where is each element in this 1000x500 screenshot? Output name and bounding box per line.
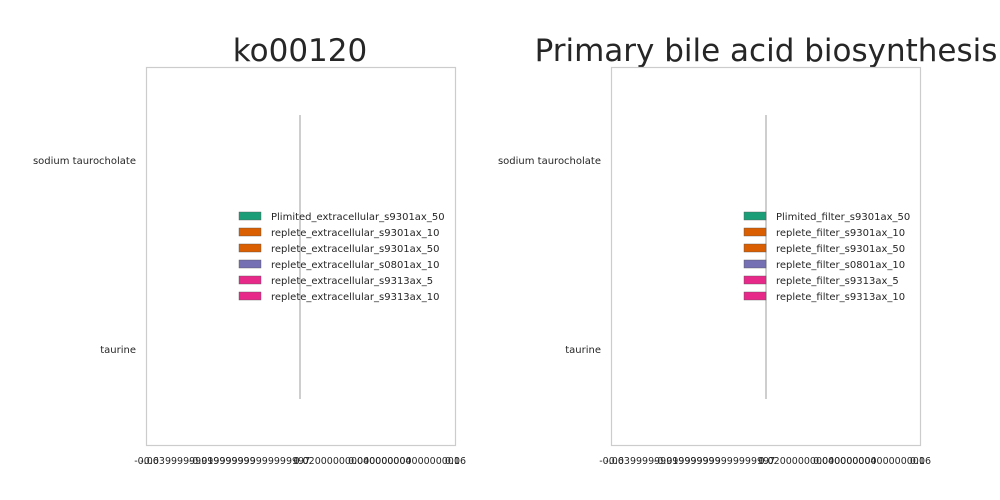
- legend-label: Plimited_filter_s9301ax_50: [776, 212, 910, 223]
- legend-label: replete_filter_s9301ax_10: [776, 228, 905, 239]
- chart-panel-1: ko00120 sodium taurocholate taurine -0.0…: [33, 33, 466, 467]
- x-tick-labels-2: -0.06-0.03999999999999999-0.019999999999…: [599, 456, 931, 467]
- legend-label: replete_extracellular_s0801ax_10: [271, 260, 439, 271]
- plot-frame-2: [610, 66, 922, 447]
- legend-swatch: [743, 275, 767, 285]
- y-tick-label-1-0: sodium taurocholate: [33, 156, 136, 167]
- x-tick-label: -0.019999999999999997: [189, 456, 310, 467]
- legend-label: replete_filter_s9313ax_5: [776, 276, 899, 287]
- legend-swatch: [238, 211, 262, 221]
- x-tick-label: 0.0: [758, 456, 773, 467]
- legend-label: Plimited_extracellular_s9301ax_50: [271, 212, 445, 223]
- legend-label: replete_extracellular_s9301ax_50: [271, 244, 439, 255]
- x-tick-label: -0.06: [599, 456, 624, 467]
- legend-swatch: [238, 291, 262, 301]
- legend-swatch: [238, 275, 262, 285]
- x-tick-label: 0.04000000000000001: [348, 456, 460, 467]
- y-tick-label-2-0: sodium taurocholate: [498, 156, 601, 167]
- legend-label: replete_filter_s9301ax_50: [776, 244, 905, 255]
- chart-title-1: ko00120: [233, 33, 367, 69]
- legend-label: replete_extracellular_s9313ax_5: [271, 276, 433, 287]
- legend-1: Plimited_extracellular_s9301ax_50replete…: [238, 211, 445, 303]
- legend-label: replete_extracellular_s9301ax_10: [271, 228, 439, 239]
- plot-frame-1: [145, 66, 457, 447]
- legend-label: replete_filter_s0801ax_10: [776, 260, 905, 271]
- x-tick-label: -0.03999999999999999: [140, 456, 255, 467]
- x-tick-labels-1: -0.06-0.03999999999999999-0.019999999999…: [134, 456, 466, 467]
- y-tick-label-1-1: taurine: [100, 345, 136, 356]
- legend-swatch: [743, 243, 767, 253]
- chart-panel-2: Primary bile acid biosynthesis sodium ta…: [498, 33, 997, 467]
- legend-label: replete_filter_s9313ax_10: [776, 292, 905, 303]
- x-tick-label: 0.06: [445, 456, 466, 467]
- legend-swatch: [743, 211, 767, 221]
- x-tick-label: 0.020000000000000004: [294, 456, 412, 467]
- x-tick-label: -0.019999999999999997: [654, 456, 775, 467]
- legend-swatch: [238, 259, 262, 269]
- legend-swatch: [238, 243, 262, 253]
- legend-swatch: [238, 227, 262, 237]
- y-tick-label-2-1: taurine: [565, 345, 601, 356]
- x-tick-label: 0.020000000000000004: [759, 456, 877, 467]
- legend-label: replete_extracellular_s9313ax_10: [271, 292, 439, 303]
- legend-2: Plimited_filter_s9301ax_50 replete_filter…: [743, 211, 910, 303]
- x-tick-label: -0.06: [134, 456, 159, 467]
- legend-swatch: [743, 227, 767, 237]
- chart-title-2: Primary bile acid biosynthesis: [535, 33, 998, 69]
- legend-swatch: [743, 291, 767, 301]
- x-tick-label: 0.04000000000000001: [813, 456, 925, 467]
- legend-swatch: [743, 259, 767, 269]
- x-tick-label: -0.03999999999999999: [605, 456, 720, 467]
- x-tick-label: 0.06: [910, 456, 931, 467]
- x-tick-label: 0.0: [293, 456, 308, 467]
